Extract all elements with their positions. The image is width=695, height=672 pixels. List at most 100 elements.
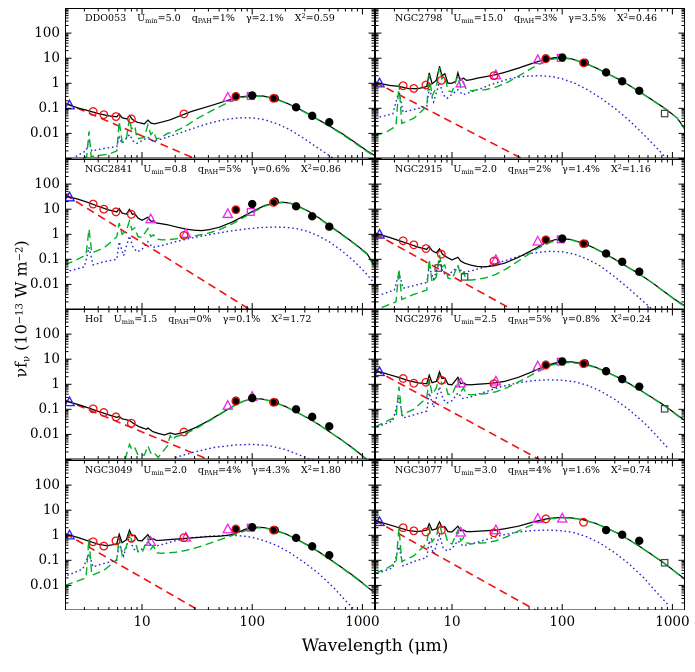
sed-panel-NGC2841: NGC2841 Umin=0.8 qPAH=5% γ=0.6% X2=0.86: [65, 158, 375, 309]
diffuse-curve: [175, 443, 313, 460]
sed-panel-HoI: HoI Umin=1.5 qPAH=0% γ=0.1% X2=1.72: [65, 309, 375, 460]
param-gamma: γ=1.4%: [562, 163, 600, 175]
stellar-curve: [65, 193, 251, 309]
param-qpah: qPAH=2%: [507, 163, 552, 176]
x-tick-label: 1000: [655, 614, 690, 630]
galaxy-name: NGC3077: [395, 464, 443, 476]
dots_black-markers: [231, 522, 334, 559]
param-umin: Umin=0.8: [143, 163, 187, 176]
y-tick-label: 0.01: [29, 576, 60, 593]
panel-header: HoI Umin=1.5 qPAH=0% γ=0.1% X2=1.72: [85, 312, 311, 328]
param-gamma: γ=2.1%: [245, 13, 284, 24]
galaxy-name: HoI: [85, 314, 103, 325]
triangle_blue-markers: [65, 190, 76, 201]
panel-header: NGC3049 Umin=2.0 qPAH=4% γ=4.3% X2=1.80: [85, 463, 341, 479]
diffuse-curve: [381, 250, 654, 309]
param-gamma: γ=0.6%: [252, 163, 290, 175]
diffuse-curve: [75, 117, 335, 159]
triangle_blue-markers: [65, 528, 76, 539]
sed-plot: [65, 158, 375, 309]
param-gamma: γ=1.6%: [562, 464, 600, 476]
panel-header: NGC2798 Umin=15.0 qPAH=3% γ=3.5% X2=0.46: [395, 11, 657, 27]
param-gamma: γ=4.3%: [252, 464, 290, 476]
circles_red-markers: [88, 91, 278, 124]
panel-frame: [65, 309, 375, 460]
y-tick-label: 0.1: [38, 100, 60, 117]
x-tick-label: 10: [443, 614, 461, 630]
y-tick-label: 0.1: [38, 250, 60, 267]
y-tick-label: 0.01: [29, 275, 60, 292]
panel-frame: [375, 309, 685, 460]
triangles_magenta-markers: [490, 234, 544, 264]
param-chi2: X2=0.24: [610, 313, 651, 325]
pdr-curve: [82, 95, 375, 159]
diffuse-curve: [377, 379, 668, 448]
axis-ticks: [65, 8, 375, 159]
pdr-curve: [375, 516, 685, 580]
stellar-curve: [65, 102, 195, 159]
param-qpah: qPAH=4%: [197, 464, 242, 477]
triangle_blue-markers: [65, 98, 76, 110]
y-tick-label: 100: [34, 476, 60, 493]
y-tick-label: 100: [34, 25, 60, 42]
panel-frame: [375, 459, 685, 610]
param-umin: Umin=1.5: [113, 314, 158, 326]
dots_black-markers: [231, 393, 334, 431]
triangles_magenta-markers: [222, 91, 234, 102]
param-chi2: X2=1.72: [271, 313, 312, 325]
x-tick-label: 100: [239, 614, 266, 630]
sed-panel-NGC3077: NGC3077 Umin=3.0 qPAH=4% γ=1.6% X2=0.74: [375, 459, 685, 610]
triangle_blue-markers: [375, 76, 386, 88]
sed-panel-NGC2915: NGC2915 Umin=2.0 qPAH=2% γ=1.4% X2=1.16: [375, 158, 685, 309]
sed-plot: [375, 309, 685, 460]
sed-panel-NGC2976: NGC2976 Umin=2.5 qPAH=5% γ=0.8% X2=0.24: [375, 309, 685, 460]
sed-plot: [65, 8, 375, 159]
axis-ticks: [375, 459, 685, 610]
param-qpah: qPAH=3%: [513, 13, 558, 25]
param-umin: Umin=2.0: [143, 464, 187, 477]
sed-plot: [375, 8, 685, 159]
squares_open-markers: [660, 109, 669, 118]
y-tick-label: 0.1: [38, 401, 60, 418]
y-tick-label: 0.1: [38, 551, 60, 568]
param-chi2: X2=0.46: [616, 12, 658, 24]
param-qpah: qPAH=5%: [197, 163, 242, 176]
triangle_blue-markers: [375, 227, 386, 239]
squares_open-markers: [434, 263, 469, 281]
sed-plot: [375, 459, 685, 610]
y-tick-label: 10: [42, 50, 60, 67]
y-tick-label: 10: [42, 351, 60, 368]
y-tick-label: 10: [42, 501, 60, 518]
param-gamma: γ=0.8%: [562, 314, 600, 325]
galaxy-name: NGC2798: [395, 13, 443, 24]
diffuse-curve: [379, 74, 666, 157]
x-tick-label: 100: [549, 614, 576, 630]
param-umin: Umin=3.0: [453, 464, 497, 477]
panel-header: NGC3077 Umin=3.0 qPAH=4% γ=1.6% X2=0.74: [395, 463, 651, 479]
circles_red-markers: [88, 396, 278, 437]
param-qpah: qPAH=5%: [507, 314, 552, 326]
diffuse-curve: [69, 225, 375, 285]
y-tick-label: 10: [42, 200, 60, 217]
circles_red-markers: [88, 197, 278, 240]
squares_open-markers: [660, 405, 669, 413]
panel-header: DDO053 Umin=5.0 qPAH=1% γ=2.1% X2=0.59: [85, 11, 335, 27]
panel-header: NGC2915 Umin=2.0 qPAH=2% γ=1.4% X2=1.16: [395, 162, 651, 178]
axis-ticks: [375, 8, 685, 159]
triangles_magenta-markers: [455, 359, 544, 388]
pdr-curve: [381, 238, 685, 308]
param-qpah: qPAH=1%: [191, 13, 235, 25]
pdr-curve: [65, 201, 375, 268]
x-tick-label: 10: [133, 614, 151, 630]
param-umin: Umin=2.0: [453, 163, 497, 176]
panel-frame: [65, 459, 375, 610]
stellar-curve: [375, 232, 513, 309]
param-chi2: X2=1.80: [300, 463, 341, 476]
param-umin: Umin=15.0: [453, 13, 503, 25]
y-tick-label: 100: [34, 326, 60, 343]
pdr-curve: [375, 57, 685, 137]
sed-panel-NGC2798: NGC2798 Umin=15.0 qPAH=3% γ=3.5% X2=0.46: [375, 8, 685, 159]
axis-ticks: [65, 459, 375, 610]
pdr-curve: [124, 398, 368, 460]
